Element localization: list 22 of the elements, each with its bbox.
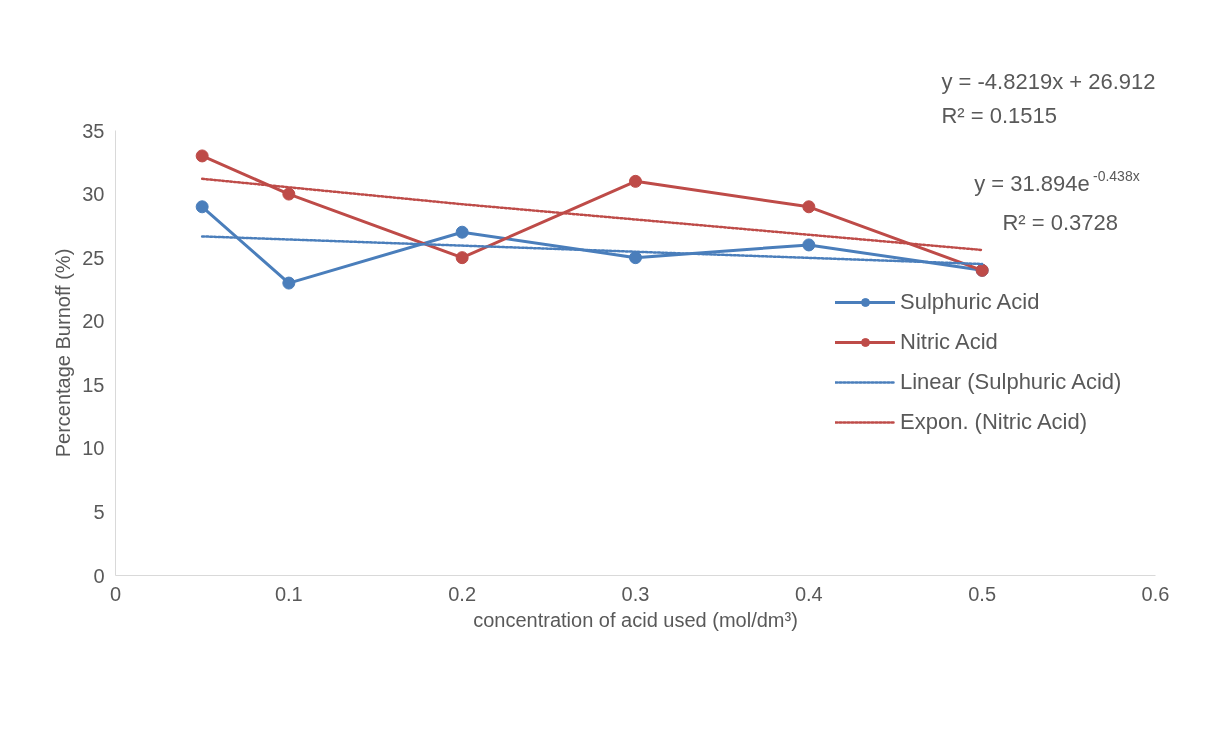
x-tick-label: 0.4 [794,582,823,605]
x-tick-label: 0.6 [1141,582,1170,605]
y-tick-label: 0 [93,564,105,587]
y-tick-label: 35 [82,119,105,142]
x-tick-label: 0 [109,582,122,605]
text: y = -4.8219x + 26.912 R² = 0.1515 [941,68,1156,128]
x-tick-label: 0.5 [968,582,997,605]
legend-label: Sulphuric Acid [900,289,1040,315]
x-tick-label: 0.3 [621,582,650,605]
x-tick-label: 0.2 [448,582,477,605]
y-tick-label: 5 [93,500,105,523]
y-tick-label: 10 [82,437,105,460]
y-tick-label: 30 [82,183,105,206]
y-tick-label: 25 [82,246,105,269]
x-axis-title: concentration of acid used (mol/dm³) [473,608,798,631]
legend-label: Nitric Acid [900,329,998,355]
legend-label: Expon. (Nitric Acid) [900,409,1088,435]
y-axis-title: Percentage Burnoff (%) [52,248,75,458]
x-tick-label: 0.1 [274,582,303,605]
y-tick-label: 15 [82,373,105,396]
legend-label: Linear (Sulphuric Acid) [900,369,1122,395]
y-tick-label: 20 [82,310,105,333]
